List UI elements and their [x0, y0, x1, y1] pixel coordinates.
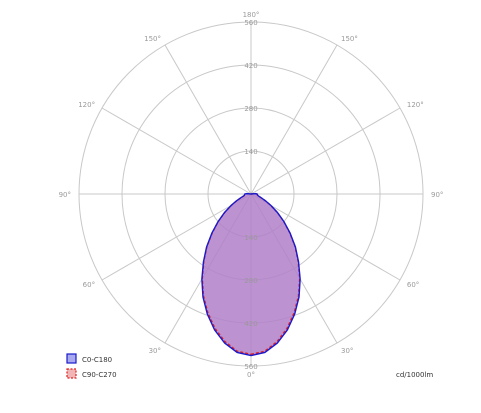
angle-label: 180°: [243, 11, 260, 19]
legend-label-c90-c270: C90-C270: [82, 371, 117, 379]
intensity-curves: [201, 192, 301, 357]
grid-spoke: [250, 193, 401, 281]
legend-swatch-c90-c270: [66, 368, 77, 379]
radial-tick-label: 560: [244, 19, 257, 27]
radial-tick-label: 280: [244, 105, 257, 113]
grid-spoke: [101, 107, 252, 195]
angle-labels: 180° 150° 150° 120° 120° 90° 90° 60° 60° 30° 30° 0°: [59, 11, 444, 379]
angle-label: 120°: [78, 101, 95, 109]
unit-label: cd/1000lm: [396, 371, 433, 379]
legend: C0-C180 C90-C270: [66, 353, 117, 379]
angle-label: 120°: [407, 101, 424, 109]
angle-label: 30°: [149, 347, 161, 355]
legend-label-c0-c180: C0-C180: [82, 356, 112, 364]
radial-tick-label: 420: [244, 62, 257, 70]
angle-label: 60°: [407, 281, 419, 289]
angle-label: 60°: [83, 281, 95, 289]
angle-label: 30°: [341, 347, 353, 355]
grid-spoke: [250, 44, 338, 195]
curve-fill: [201, 193, 301, 356]
radial-tick-labels: 140 140 280 280 420 420 560 560: [244, 19, 257, 371]
grid-spoke: [250, 107, 401, 195]
curve-c0-c180: [201, 192, 301, 357]
radial-tick-label: 560: [244, 363, 257, 371]
legend-swatch-c0-c180: [66, 353, 77, 364]
angle-label: 150°: [144, 35, 161, 43]
grid-spoke: [101, 193, 252, 281]
radial-tick-label: 140: [244, 148, 257, 156]
angle-label: 90°: [59, 191, 71, 199]
angle-label: 0°: [247, 371, 255, 379]
grid-spoke: [164, 44, 252, 195]
radial-tick-label: 140: [244, 234, 257, 242]
radial-tick-label: 280: [244, 277, 257, 285]
angle-label: 90°: [431, 191, 443, 199]
angle-label: 150°: [341, 35, 358, 43]
radial-tick-label: 420: [244, 320, 257, 328]
